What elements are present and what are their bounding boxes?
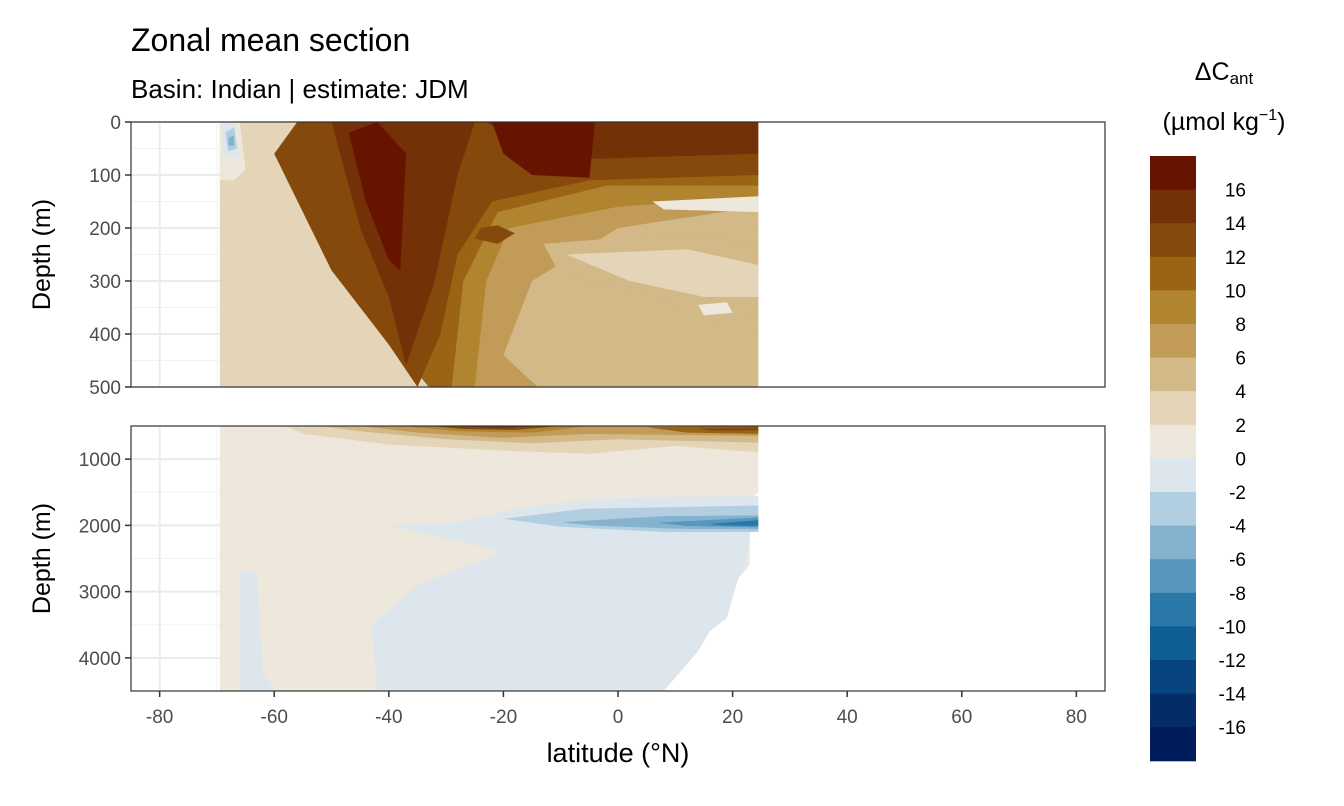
no-data-mask bbox=[758, 122, 1105, 387]
legend-label: -8 bbox=[1229, 584, 1246, 605]
y-tick-label: 4000 bbox=[79, 649, 121, 670]
legend-label: -2 bbox=[1229, 483, 1246, 504]
y-tick-label: 1000 bbox=[79, 450, 121, 471]
legend-label: -6 bbox=[1229, 550, 1246, 571]
panel-1: 0 100 200 300 400 500 Depth (m) bbox=[28, 113, 1106, 399]
contour-fill bbox=[219, 426, 1105, 691]
legend-swatch bbox=[1150, 290, 1196, 325]
legend-label: 12 bbox=[1225, 248, 1246, 269]
band--2-0 bbox=[239, 571, 275, 691]
band-16-18 bbox=[348, 122, 406, 271]
x-tick-label: 0 bbox=[613, 707, 624, 728]
y-tick-label: 100 bbox=[89, 166, 121, 187]
x-tick-label: 80 bbox=[1066, 707, 1087, 728]
chart-subtitle: Basin: Indian | estimate: JDM bbox=[131, 74, 469, 104]
band--6--4 bbox=[228, 135, 235, 146]
legend-swatch bbox=[1150, 391, 1196, 426]
legend-swatch bbox=[1150, 492, 1196, 527]
chart-title: Zonal mean section bbox=[131, 22, 411, 58]
y-tick-label: 0 bbox=[110, 113, 121, 134]
legend-swatch bbox=[1150, 357, 1196, 392]
band-16-18 bbox=[492, 122, 596, 178]
band-2-4 bbox=[566, 249, 759, 297]
legend-label: 2 bbox=[1235, 416, 1246, 437]
legend-label: 8 bbox=[1235, 315, 1246, 336]
x-tick-label: 60 bbox=[951, 707, 972, 728]
legend-swatch bbox=[1150, 223, 1196, 258]
no-data-mask bbox=[663, 426, 1105, 691]
x-tick-label: -40 bbox=[375, 707, 402, 728]
legend-swatch bbox=[1150, 256, 1196, 291]
legend-label: -4 bbox=[1229, 517, 1246, 538]
plot-panels: 0 100 200 300 400 500 Depth (m) 1000 2000 3000 400… bbox=[28, 113, 1106, 692]
legend-swatch bbox=[1150, 660, 1196, 695]
band-0-2 bbox=[652, 196, 759, 213]
y-axis-label: Depth (m) bbox=[28, 199, 56, 310]
legend-label: 6 bbox=[1235, 349, 1246, 370]
y-tick-label: 400 bbox=[89, 325, 121, 346]
y-tick-label: 3000 bbox=[79, 583, 121, 604]
legend-label: -16 bbox=[1219, 718, 1246, 739]
legend-label: 16 bbox=[1225, 181, 1246, 202]
legend-label: -14 bbox=[1219, 685, 1247, 706]
x-axis-label: latitude (°N) bbox=[547, 738, 690, 768]
legend-swatch bbox=[1150, 424, 1196, 459]
legend-swatch bbox=[1150, 559, 1196, 594]
legend-label: 0 bbox=[1235, 449, 1246, 470]
y-tick-label: 500 bbox=[89, 378, 121, 399]
y-tick-label: 200 bbox=[89, 219, 121, 240]
legend-label: -12 bbox=[1219, 651, 1246, 672]
legend-swatch bbox=[1150, 189, 1196, 224]
panel-border bbox=[130, 121, 1106, 388]
legend-label: 14 bbox=[1225, 214, 1247, 235]
band--2-0 bbox=[371, 495, 759, 691]
x-tick-label: 20 bbox=[722, 707, 743, 728]
panel-2: 1000 2000 3000 4000 Depth (m) bbox=[28, 425, 1106, 692]
legend-title: ΔCant bbox=[1195, 58, 1254, 88]
legend-swatch bbox=[1150, 324, 1196, 359]
y-axis-label: Depth (m) bbox=[28, 503, 56, 614]
x-tick-label: -60 bbox=[261, 707, 288, 728]
x-tick-label: -20 bbox=[490, 707, 517, 728]
x-tick-label: 40 bbox=[837, 707, 858, 728]
legend: ΔCant (µmol kg−1) 16 14 12 10 8 6 4 2 0 -2 -4 -6 -8 -10… bbox=[1150, 58, 1286, 762]
band--10--8 bbox=[709, 520, 759, 526]
legend-label: 4 bbox=[1235, 382, 1246, 403]
legend-swatch bbox=[1150, 592, 1196, 627]
legend-unit: (µmol kg−1) bbox=[1163, 107, 1286, 136]
band-12-14 bbox=[474, 225, 515, 244]
legend-swatch bbox=[1150, 525, 1196, 560]
band-12-14 bbox=[428, 426, 561, 430]
legend-swatch bbox=[1150, 727, 1196, 762]
legend-label: 10 bbox=[1225, 281, 1246, 302]
legend-swatch bbox=[1150, 626, 1196, 661]
contour-fill bbox=[219, 122, 1105, 387]
legend-swatch bbox=[1150, 156, 1196, 191]
band-12-14 bbox=[698, 427, 759, 431]
legend-swatch bbox=[1150, 693, 1196, 728]
x-axis: -80 -60 -40 -20 0 20 40 60 80 bbox=[146, 691, 1087, 728]
x-tick-label: -80 bbox=[146, 707, 173, 728]
y-tick-label: 2000 bbox=[79, 516, 121, 537]
legend-label: -10 bbox=[1219, 617, 1246, 638]
legend-swatch bbox=[1150, 458, 1196, 493]
y-tick-label: 300 bbox=[89, 272, 121, 293]
band-0-2 bbox=[698, 302, 733, 316]
